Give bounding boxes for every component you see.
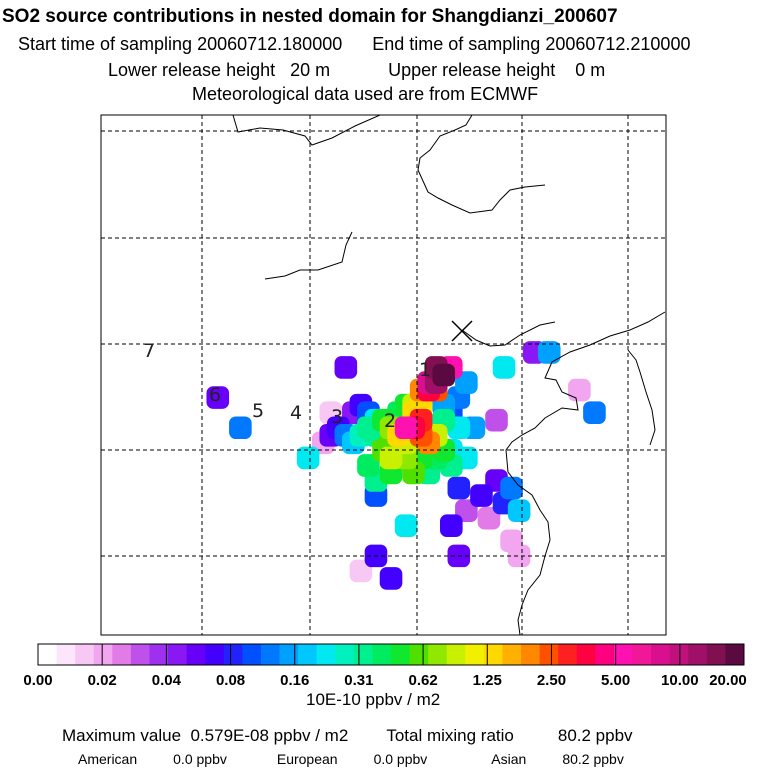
summary-row: Maximum value 0.579E-08 ppbv / m2 Total m… bbox=[62, 726, 633, 746]
region-label-5: 5 bbox=[252, 400, 264, 422]
concentration-cell bbox=[568, 378, 591, 402]
concentration-field bbox=[206, 341, 606, 590]
american-value: 0.0 ppbv bbox=[173, 751, 227, 767]
coastline-northeast bbox=[417, 115, 546, 214]
concentration-cell bbox=[492, 356, 516, 379]
region-label-7: 7 bbox=[143, 340, 155, 362]
concentration-cell bbox=[500, 529, 523, 553]
concentration-cell bbox=[583, 401, 606, 424]
concentration-cell bbox=[394, 416, 418, 440]
concentration-cell bbox=[334, 356, 358, 379]
concentration-cell bbox=[485, 408, 508, 432]
region-label-1: 1 bbox=[419, 359, 431, 381]
concentration-cell bbox=[379, 567, 403, 590]
concentration-cell bbox=[537, 341, 561, 364]
concentration-cell bbox=[507, 499, 531, 522]
sampling-time-line: Start time of sampling 20060712.180000 En… bbox=[18, 34, 690, 55]
region-label-3: 3 bbox=[331, 406, 343, 428]
max-value-label: Maximum value 0.579E-08 ppbv / m2 bbox=[62, 726, 349, 745]
concentration-cell bbox=[379, 446, 403, 470]
map-frame bbox=[100, 114, 667, 636]
concentration-cell bbox=[357, 454, 380, 477]
total-mixing-label: Total mixing ratio bbox=[386, 726, 514, 745]
station-marker-icon bbox=[451, 320, 473, 342]
plot-title: SO2 source contributions in nested domai… bbox=[2, 6, 618, 27]
region-label-2: 2 bbox=[384, 410, 396, 432]
concentration-cell bbox=[447, 476, 471, 500]
coastline-peninsula bbox=[627, 349, 656, 446]
coastline-bohai bbox=[461, 321, 556, 347]
coastline bbox=[232, 115, 666, 635]
concentration-cell bbox=[500, 476, 523, 500]
asian-value: 80.2 ppbv bbox=[562, 751, 624, 767]
concentration-cell bbox=[229, 416, 252, 440]
release-height-line: Lower release height 20 m Upper release h… bbox=[108, 60, 605, 81]
concentration-cell bbox=[455, 371, 478, 394]
concentration-cell bbox=[394, 514, 418, 538]
concentration-cell bbox=[349, 559, 373, 583]
european-label: European bbox=[276, 751, 338, 767]
upper-release-label: Upper release height 0 m bbox=[388, 60, 606, 80]
lower-release-label: Lower release height 20 m bbox=[108, 60, 331, 80]
colorbar-unit-label: 10E-10 ppbv / m2 bbox=[306, 690, 441, 709]
total-mixing-value: 80.2 ppbv bbox=[557, 726, 633, 745]
concentration-cell bbox=[432, 363, 456, 387]
concentration-cell bbox=[477, 506, 501, 530]
asian-label: Asian bbox=[491, 751, 527, 767]
coastline-korea bbox=[505, 311, 666, 635]
concentration-cell bbox=[206, 386, 230, 409]
coastline-inland bbox=[264, 231, 353, 280]
concentration-cell bbox=[440, 514, 463, 538]
european-value: 0.0 ppbv bbox=[373, 751, 428, 767]
region-label-4: 4 bbox=[290, 402, 302, 424]
region-label-6: 6 bbox=[209, 384, 221, 406]
end-time-label: End time of sampling 20060712.210000 bbox=[372, 34, 691, 54]
coastline-north bbox=[232, 115, 381, 146]
concentration-cell bbox=[470, 484, 493, 507]
concentration-cell bbox=[296, 446, 320, 470]
meteorology-note: Meteorological data used are from ECMWF bbox=[192, 84, 539, 104]
region-labels: 1 2 3 4 5 6 7 bbox=[143, 340, 431, 432]
start-time-label: Start time of sampling 20060712.180000 bbox=[18, 34, 343, 54]
american-label: American bbox=[78, 751, 138, 767]
region-breakdown-row: American 0.0 ppbv European 0.0 ppbv Asian 80.… bbox=[78, 751, 624, 767]
concentration-cell bbox=[455, 499, 478, 522]
graticule bbox=[101, 115, 666, 635]
